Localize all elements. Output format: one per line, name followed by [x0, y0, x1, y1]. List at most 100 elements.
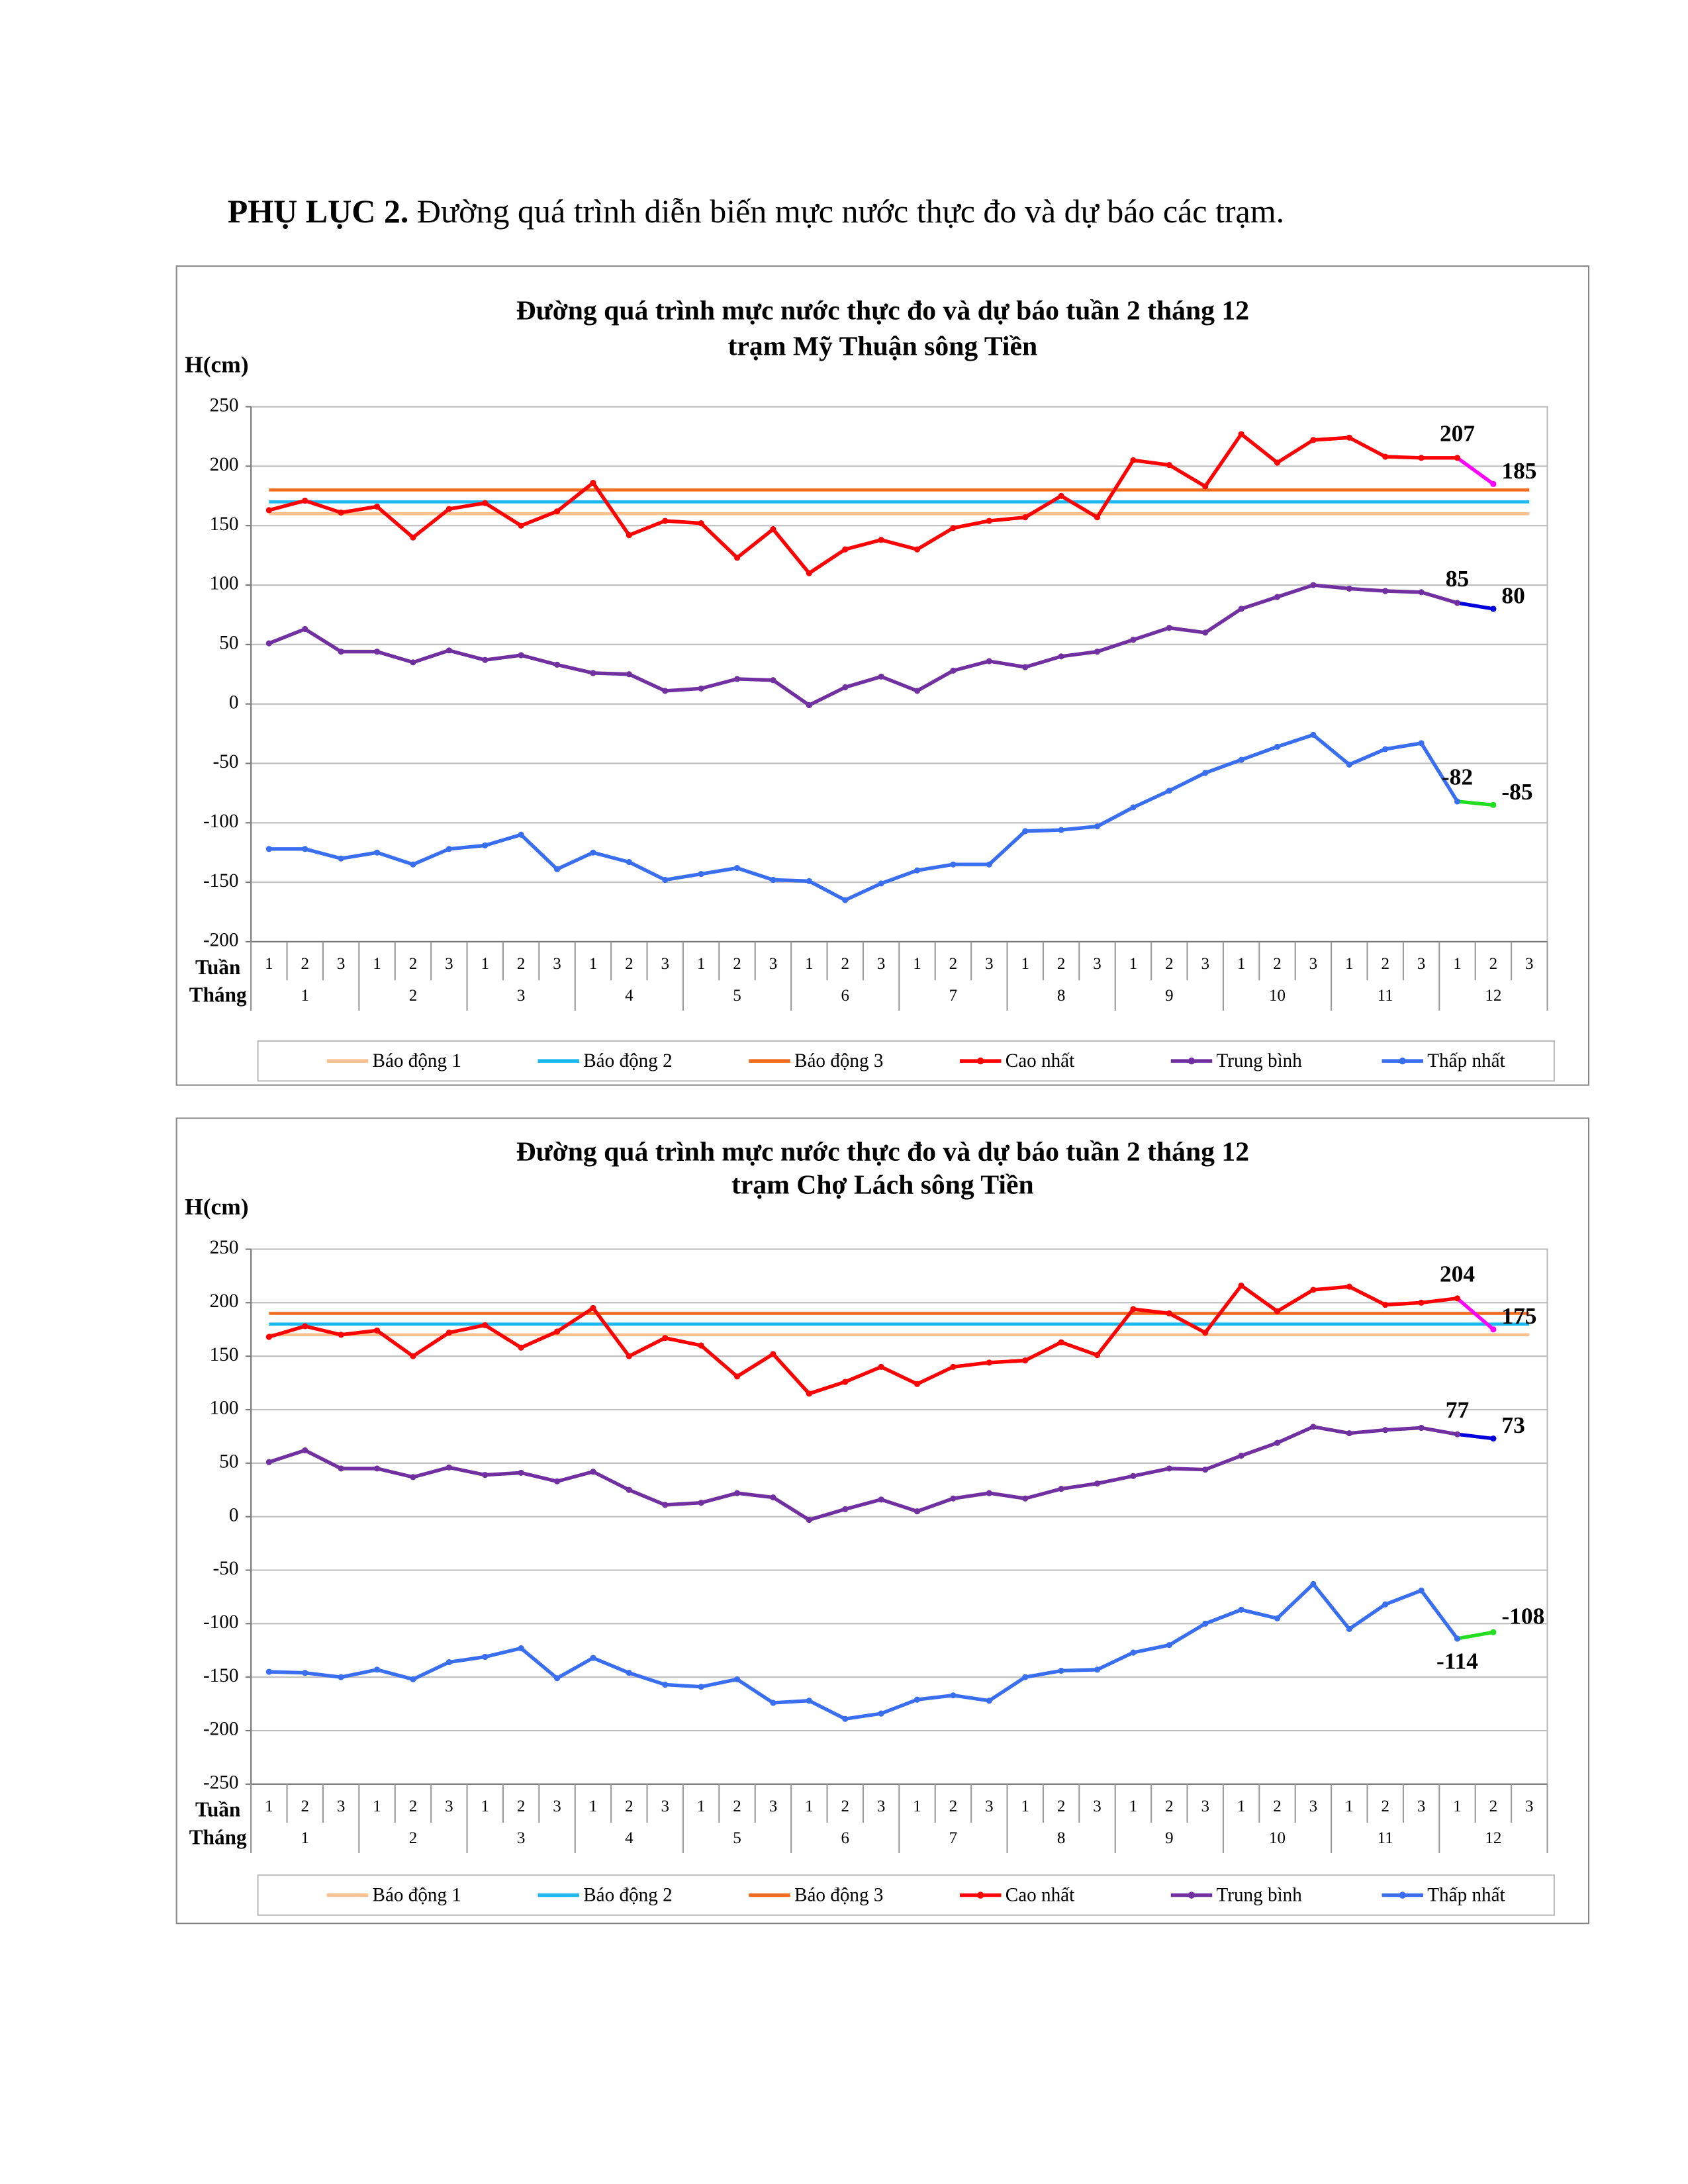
chart-subtitle: trạm Chợ Lách sông Tiền [731, 1169, 1034, 1200]
point-marker [806, 1390, 812, 1397]
point-marker [590, 670, 596, 676]
point-marker [1058, 492, 1064, 499]
point-marker [733, 676, 741, 682]
x-tick-label: 3 [1201, 955, 1209, 973]
point-marker [1058, 827, 1064, 833]
point-marker [662, 876, 669, 884]
x-tick-label: 1 [373, 955, 381, 973]
legend-label: Cao nhất [1006, 1050, 1074, 1071]
point-marker [842, 1379, 849, 1385]
point-marker [1166, 462, 1172, 469]
point-marker [662, 518, 669, 524]
point-marker [950, 1363, 957, 1370]
x-tick-label: 1 [589, 1797, 598, 1815]
x-group-label: 11 [1378, 1829, 1393, 1847]
x-group-label: 9 [1165, 1829, 1174, 1847]
point-marker [1382, 453, 1389, 460]
point-marker [733, 555, 741, 561]
point-marker [1310, 582, 1317, 588]
x-group-label: 5 [733, 987, 741, 1005]
point-marker [1274, 1308, 1281, 1314]
x-tick-label: 3 [1417, 955, 1426, 973]
x-tick-label: 1 [481, 955, 490, 973]
legend-box [257, 1874, 1555, 1916]
point-marker [1094, 1666, 1101, 1673]
point-marker [482, 842, 489, 848]
point-marker [733, 1676, 741, 1682]
x-tick-label: 2 [625, 955, 633, 973]
legend-label: Báo động 2 [583, 1884, 672, 1905]
point-marker [1058, 1339, 1064, 1345]
point-marker [1094, 1480, 1101, 1487]
x-group-label: 8 [1057, 987, 1066, 1005]
x-tick-label: 1 [1021, 955, 1029, 973]
point-marker [1094, 514, 1101, 521]
legend-label: Cao nhất [1006, 1884, 1074, 1905]
chart-subtitle: trạm Mỹ Thuận sông Tiền [728, 332, 1038, 362]
point-marker [482, 1653, 489, 1661]
legend-marker [1399, 1057, 1406, 1065]
x-tick-label: 1 [373, 1797, 381, 1815]
point-marker [914, 688, 921, 694]
x-tick-label: 2 [517, 1797, 526, 1815]
point-marker [698, 1684, 704, 1690]
point-marker [1202, 770, 1209, 776]
point-marker [1382, 1601, 1389, 1608]
point-marker [662, 1502, 669, 1508]
point-marker [445, 846, 452, 852]
data-label: 77 [1446, 1396, 1469, 1423]
point-marker [1382, 1427, 1389, 1433]
point-marker [338, 1465, 344, 1472]
x-tick-label: 2 [841, 955, 849, 973]
point-marker [1310, 1424, 1317, 1430]
point-marker [410, 534, 416, 541]
point-marker [626, 531, 632, 539]
point-marker [1346, 585, 1352, 592]
x-tick-label: 1 [265, 955, 273, 973]
series-line [268, 432, 1458, 575]
point-marker [1130, 637, 1137, 643]
x-tick-label: 3 [445, 955, 453, 973]
point-marker [1130, 1306, 1137, 1312]
point-marker [1274, 1615, 1281, 1621]
x-tick-label: 2 [1273, 1797, 1282, 1815]
y-tick-label: 150 [210, 1344, 239, 1365]
y-tick-label: 150 [210, 514, 239, 535]
x-tick-label: 3 [1525, 1797, 1534, 1815]
point-marker [1346, 1625, 1352, 1632]
point-marker [1418, 589, 1425, 596]
legend-box [257, 1040, 1555, 1082]
x-tick-label: 2 [1489, 955, 1498, 973]
point-marker [950, 525, 957, 531]
point-marker [590, 849, 596, 856]
forecast-line [1457, 1630, 1494, 1641]
legend-label: Báo động 1 [373, 1050, 461, 1071]
x-tick-label: 1 [805, 1797, 814, 1815]
point-marker [338, 649, 344, 655]
x-group-label: 6 [841, 987, 849, 1005]
point-marker [1166, 625, 1172, 631]
point-marker [626, 1353, 632, 1359]
legend-marker [977, 1057, 984, 1065]
x-tick-label: 2 [733, 955, 741, 973]
x-tick-label: 2 [1381, 955, 1389, 973]
point-marker [1238, 606, 1244, 612]
legend-marker [1188, 1057, 1196, 1065]
point-marker [914, 546, 921, 553]
y-tick-label: 250 [210, 394, 239, 416]
point-marker [518, 831, 524, 838]
point-marker [986, 861, 992, 868]
data-label: -114 [1436, 1648, 1478, 1674]
point-marker [662, 688, 669, 694]
x-group-label: 7 [949, 1829, 958, 1847]
x-group-label: 12 [1485, 987, 1501, 1005]
point-marker [878, 673, 884, 680]
y-axis-label: H(cm) [185, 1193, 248, 1220]
point-marker [1454, 798, 1461, 805]
point-marker [1310, 1580, 1317, 1588]
point-marker [1274, 743, 1281, 750]
point-marker [986, 1490, 992, 1496]
point-marker [1346, 1283, 1352, 1290]
data-label: 85 [1446, 565, 1469, 592]
x-tick-label: 1 [1237, 955, 1246, 973]
